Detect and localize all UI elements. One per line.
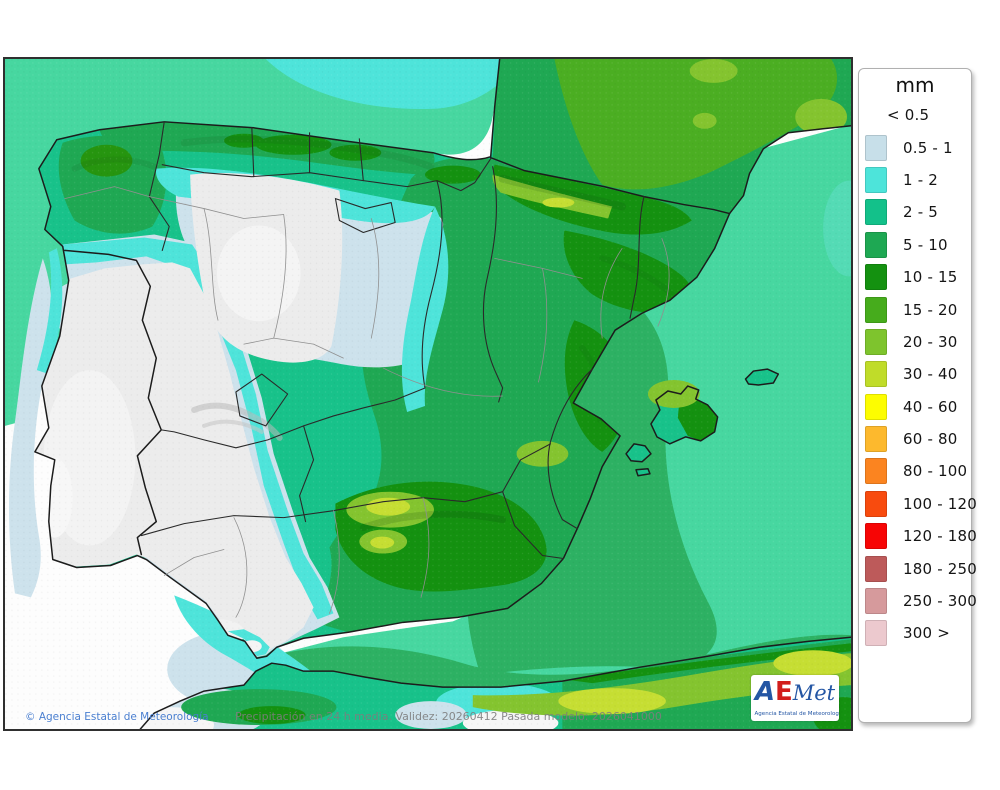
legend-color-chip (865, 296, 887, 323)
legend-chip-empty (865, 102, 887, 128)
legend-entry: 100 - 120 (859, 488, 977, 520)
legend-color-chip (865, 199, 887, 226)
legend-entry-label: < 0.5 (887, 106, 930, 125)
legend-entry-label: 100 - 120 (903, 494, 978, 513)
legend-entry: 30 - 40 (859, 358, 971, 390)
legend-color-chip (865, 588, 887, 615)
legend-entry: 20 - 30 (859, 326, 971, 358)
legend-entry-label: 120 - 180 (903, 527, 978, 546)
legend-color-chip (865, 231, 887, 258)
legend-color-chip (865, 555, 887, 582)
legend-entry-label: 180 - 250 (903, 559, 978, 578)
legend-entry: 5 - 10 (859, 229, 971, 261)
precipitation-map: © Agencia Estatal de Meteorología Precip… (3, 57, 853, 731)
legend-color-chip (865, 134, 887, 161)
legend-entry-label: 0.5 - 1 (903, 138, 953, 157)
legend-entry-label: 10 - 15 (903, 268, 958, 287)
legend-color-chip (865, 393, 887, 420)
logo-letter-e: E (774, 677, 793, 707)
aemet-logo-word: AEMet (751, 677, 839, 710)
legend-entry: 180 - 250 (859, 552, 977, 584)
legend-entry: 250 - 300 (859, 585, 977, 617)
legend-entry: 15 - 20 (859, 293, 971, 325)
legend-entry: 80 - 100 (859, 455, 971, 487)
legend-color-chip (865, 328, 887, 355)
province-borders (64, 186, 670, 618)
legend-entry: 0.5 - 1 (859, 131, 971, 163)
legend-color-chip (865, 523, 887, 550)
legend-entry-label: 60 - 80 (903, 430, 958, 449)
stipple-texture (5, 59, 851, 729)
legend-entry-label: 300 > (903, 624, 950, 643)
legend-entry-label: 80 - 100 (903, 462, 968, 481)
legend-color-chip (865, 426, 887, 453)
legend-entry-label: 250 - 300 (903, 592, 978, 611)
legend-entry: 60 - 80 (859, 423, 971, 455)
legend-color-chip (865, 620, 887, 647)
legend-panel: mm < 0.5 0.5 - 1 1 - 2 2 - 5 5 - 10 10 - 15 15… (858, 68, 977, 723)
legend-entry: 10 - 15 (859, 261, 971, 293)
logo-subtitle: Agencia Estatal de Meteorología (754, 710, 839, 717)
legend-color-chip (865, 264, 887, 291)
legend-entry: 40 - 60 (859, 391, 971, 423)
legend-color-chip (865, 166, 887, 193)
legend-entry-label: 30 - 40 (903, 365, 958, 384)
copyright-text: © Agencia Estatal de Meteorología (25, 711, 209, 723)
map-canvas (5, 59, 851, 729)
legend-title: mm (895, 73, 935, 97)
legend-entry: 120 - 180 (859, 520, 977, 552)
coastline-borders (34, 59, 851, 729)
logo-letters-met: Met (792, 681, 836, 705)
logo-letter-a: A (754, 677, 775, 707)
map-caption: Precipitación en 24 h media. Validez: 20… (235, 710, 662, 723)
country-borders (63, 156, 731, 556)
legend-entry: < 0.5 (859, 99, 971, 131)
legend-entry-label: 15 - 20 (903, 300, 958, 319)
legend-entry-label: 40 - 60 (903, 397, 958, 416)
legend-rows: < 0.5 0.5 - 1 1 - 2 2 - 5 5 - 10 10 - 15 15 - … (859, 99, 977, 650)
aemet-logo: AEMet Agencia Estatal de Meteorología (751, 675, 839, 721)
legend-entry-label: 20 - 30 (903, 332, 958, 351)
legend-entry-label: 5 - 10 (903, 235, 948, 254)
legend-entry: 2 - 5 (859, 196, 971, 228)
legend-entry-label: 1 - 2 (903, 170, 939, 189)
legend-color-chip (865, 458, 887, 485)
legend-entry: 1 - 2 (859, 164, 971, 196)
legend-entry-label: 2 - 5 (903, 203, 939, 222)
legend-color-chip (865, 361, 887, 388)
legend-entry: 300 > (859, 617, 971, 649)
legend-color-chip (865, 490, 887, 517)
